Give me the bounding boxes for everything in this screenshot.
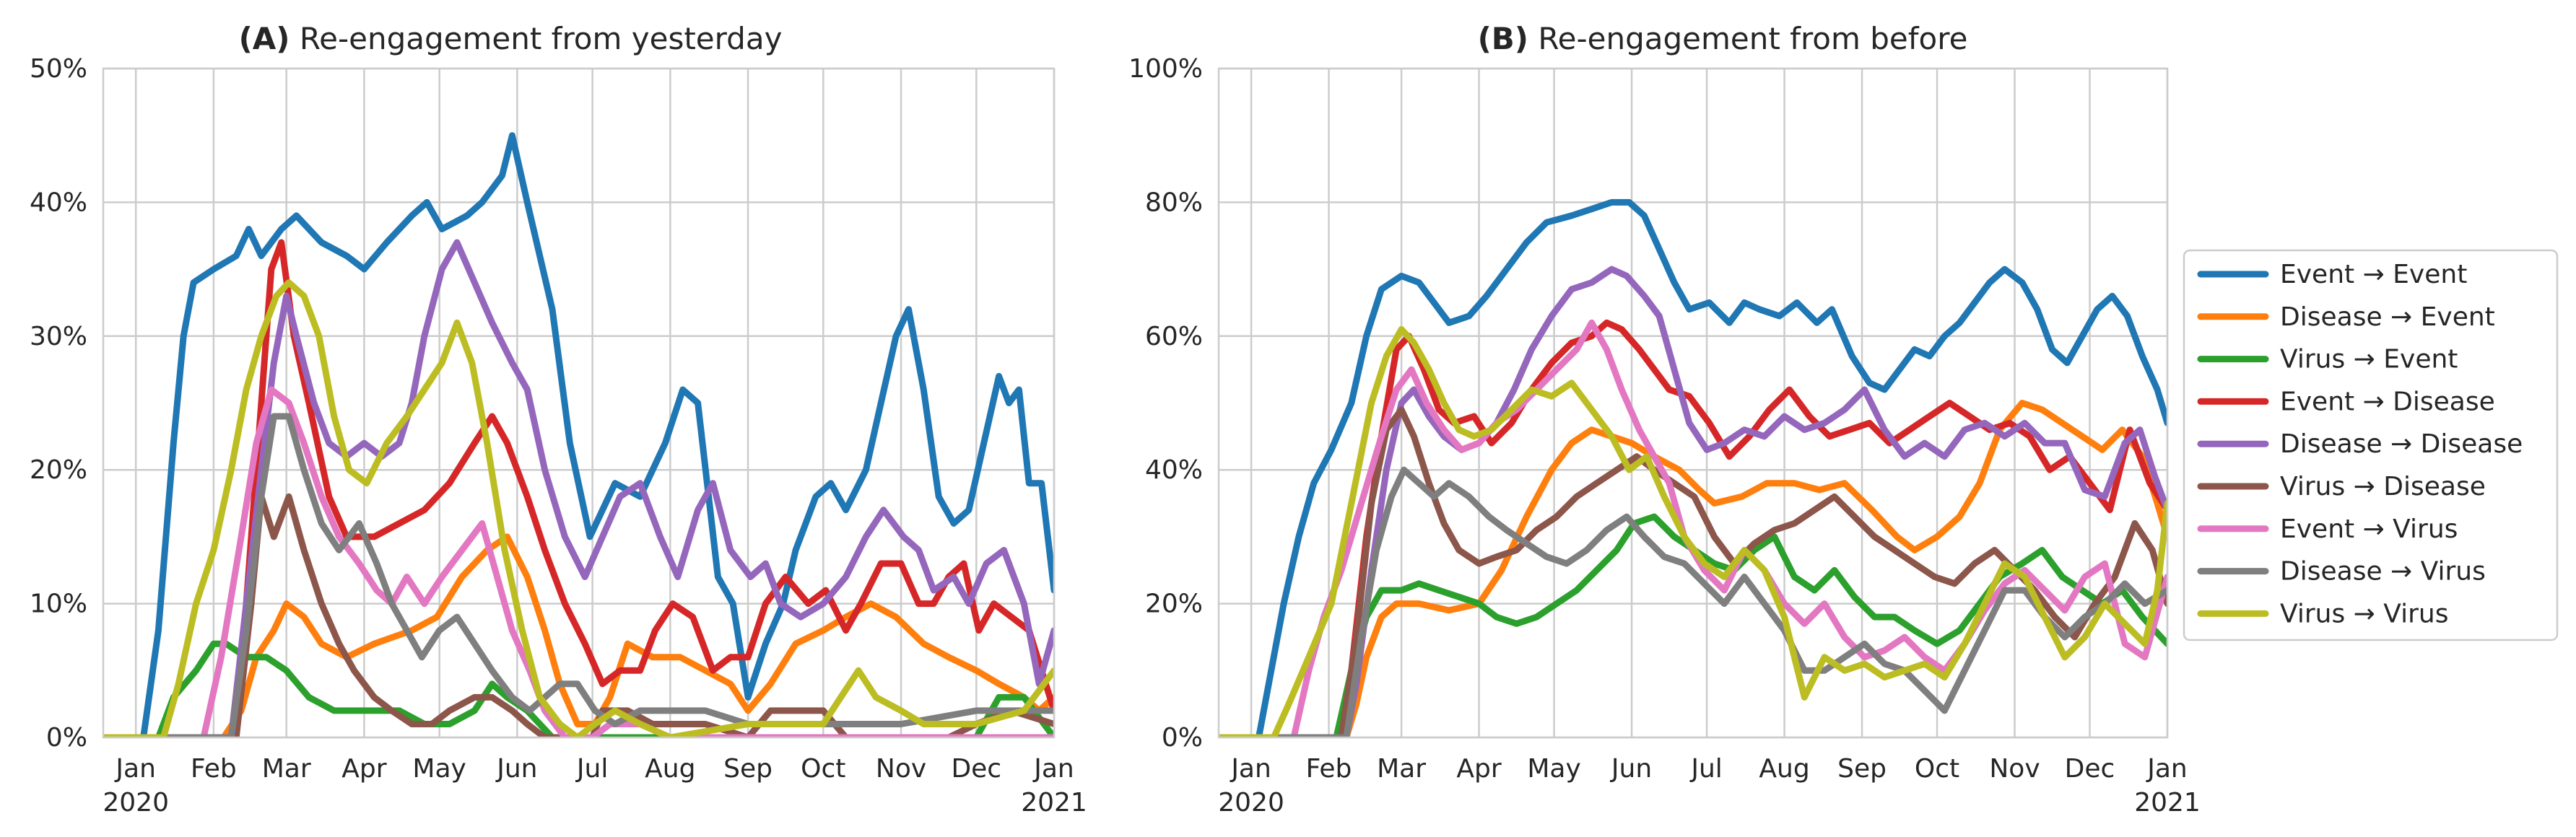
panel-b-x-tick-label: May [1527, 754, 1580, 784]
legend-label: Virus → Event [2280, 345, 2458, 374]
panel-b-x-tick-label: Jan [1230, 754, 1271, 784]
panel-b-y-tick-label: 40% [1145, 455, 1203, 485]
panel-a-x-tick-label: Sep [723, 754, 773, 784]
panel-a-y-tick-label: 0% [46, 723, 87, 753]
legend-item-disease-to-event: Disease → Event [2197, 302, 2495, 332]
panel-b-x-tick-labels: Jan 2020 Feb Mar Apr May Jun Jul Aug Sep Oct Nov Dec… [1218, 754, 2201, 818]
legend-box [2183, 249, 2559, 641]
panel-b-re-engagement-from-before: (B) Re-engagement from before 0% 20% 40% 60… [1128, 21, 2201, 818]
legend-items: Event → Event Disease → Event Virus → Even… [2197, 260, 2523, 628]
legend-item-event-to-virus: Event → Virus [2197, 514, 2458, 544]
panel-a-series-line-disease-to-disease [103, 239, 1054, 737]
panel-a-series [103, 132, 1054, 737]
legend-label: Disease → Event [2280, 302, 2495, 332]
panel-b-y-tick-label: 60% [1145, 322, 1203, 351]
panel-a-x-tick-label: Jul [575, 754, 608, 784]
panel-a-x-tick-labels: Jan 2020 Feb Mar Apr May Jun Jul Aug Sep Oct Nov Dec… [103, 754, 1087, 818]
legend-label: Virus → Disease [2280, 472, 2486, 501]
panel-b-x-tick-label: Apr [1456, 754, 1501, 784]
panel-a-x-tick-label: Apr [341, 754, 386, 784]
panel-a-frame [102, 67, 1056, 739]
panel-b-x-tick-label: Sep [1837, 754, 1887, 784]
panel-b-series-line-disease-to-virus [1219, 466, 2167, 737]
legend-item-disease-to-disease: Disease → Disease [2197, 429, 2523, 459]
legend-item-virus-to-event: Virus → Event [2197, 345, 2458, 374]
panel-b-x-tick-label: Mar [1377, 754, 1426, 784]
panel-a-y-tick-label: 20% [30, 455, 87, 485]
panel-b-series-line-event-to-event [1219, 198, 2167, 737]
panel-a-x-tick-label: Dec [951, 754, 1001, 784]
panel-b-x-tick-label: Aug [1759, 754, 1809, 784]
legend-label: Virus → Virus [2280, 599, 2448, 628]
panel-b-title: (B) Re-engagement from before [1478, 21, 1968, 56]
panel-b-title-text: Re-engagement from before [1538, 21, 1967, 56]
panel-b-y-tick-label: 100% [1128, 54, 1203, 84]
panel-b-y-tick-label: 80% [1145, 188, 1203, 217]
panel-a-y-tick-label: 10% [30, 590, 87, 619]
panel-a-x-tick-label: Feb [191, 754, 237, 784]
panel-b-x-tick-label: Jul [1689, 754, 1722, 784]
panel-a-x-tick-year: 2020 [103, 788, 169, 818]
legend-label: Event → Event [2280, 260, 2467, 289]
panel-a-y-tick-label: 30% [30, 322, 87, 351]
panel-b-series-line-virus-to-virus [1219, 326, 2167, 737]
panel-b-x-tick-label: Jun [1610, 754, 1652, 784]
panel-b-frame [1217, 67, 2169, 739]
panel-b-x-tick-label: Feb [1306, 754, 1352, 784]
panel-a-x-tick-label: Nov [876, 754, 926, 784]
legend-item-virus-to-disease: Virus → Disease [2197, 472, 2486, 501]
panel-a-series-line-virus-to-virus [103, 279, 1054, 737]
panel-b-y-tick-label: 20% [1145, 590, 1203, 619]
panel-b-label: (B) [1478, 21, 1528, 56]
panel-a-spacer [290, 21, 299, 56]
panel-a-x-tick-label: Jun [495, 754, 537, 784]
legend-label: Event → Virus [2280, 514, 2458, 544]
panel-b-series-line-disease-to-event [1219, 400, 2167, 737]
legend: Event → Event Disease → Event Virus → Even… [2183, 249, 2559, 641]
panel-b-x-tick-year: 2020 [1218, 788, 1284, 818]
legend-item-event-to-disease: Event → Disease [2197, 387, 2495, 416]
panel-a-re-engagement-from-yesterday: (A) Re-engagement from yesterday 0% 10% 20… [30, 21, 1087, 818]
panel-b-series-line-disease-to-disease [1219, 266, 2167, 737]
legend-label: Event → Disease [2280, 387, 2495, 416]
panel-a-x-tick-year: 2021 [1021, 788, 1087, 818]
legend-label: Disease → Virus [2280, 557, 2486, 587]
panel-b-series [1219, 198, 2167, 737]
legend-item-virus-to-virus: Virus → Virus [2197, 599, 2448, 628]
panel-a-x-tick-label: Aug [645, 754, 695, 784]
legend-label: Disease → Disease [2280, 429, 2523, 459]
panel-a-x-tick-label: Jan [1032, 754, 1074, 784]
panel-a-y-tick-labels: 0% 10% 20% 30% 40% 50% [30, 54, 87, 753]
panel-a-title-text: Re-engagement from yesterday [300, 21, 783, 56]
legend-item-event-to-event: Event → Event [2197, 260, 2467, 289]
panel-b-series-line-virus-to-event [1219, 513, 2167, 737]
panel-a-x-tick-label: Oct [801, 754, 845, 784]
panel-a-x-tick-label: Mar [262, 754, 311, 784]
legend-item-disease-to-virus: Disease → Virus [2197, 557, 2486, 587]
panel-a-x-tick-label: Jan [114, 754, 156, 784]
panel-b-x-tick-label: Dec [2065, 754, 2115, 784]
panel-b-y-tick-label: 0% [1162, 723, 1203, 753]
panel-b-x-tick-year: 2021 [2134, 788, 2201, 818]
panel-a-y-tick-label: 50% [30, 54, 87, 84]
panel-b-spacer [1528, 21, 1538, 56]
panel-b-y-tick-labels: 0% 20% 40% 60% 80% 100% [1128, 54, 1203, 753]
panel-a-series-line-disease-to-virus [103, 413, 1054, 737]
panel-b-x-tick-label: Jan [2146, 754, 2188, 784]
panel-b-x-tick-label: Oct [1915, 754, 1959, 784]
panel-a-y-tick-label: 40% [30, 188, 87, 217]
panel-a-title: (A) Re-engagement from yesterday [239, 21, 783, 56]
panel-a-label: (A) [239, 21, 290, 56]
panel-a-x-tick-label: May [412, 754, 466, 784]
panel-a-series-line-event-to-disease [103, 239, 1054, 737]
panel-b-x-tick-label: Nov [1989, 754, 2040, 784]
